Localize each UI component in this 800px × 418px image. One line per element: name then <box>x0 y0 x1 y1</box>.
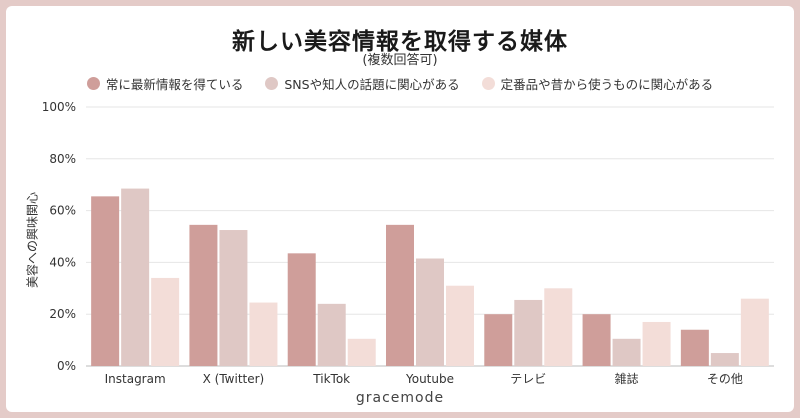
bar <box>219 230 248 366</box>
bar <box>121 188 150 366</box>
bar <box>386 224 414 366</box>
bar <box>416 258 444 366</box>
bar <box>582 314 611 366</box>
legend-swatch-series-2 <box>265 77 279 90</box>
chart-subtitle: (複数回答可) <box>362 53 438 68</box>
y-tick-label: 100% <box>42 100 76 114</box>
bar <box>91 196 120 366</box>
bar <box>710 353 739 366</box>
x-tick-label: X (Twitter) <box>203 372 265 386</box>
legend: 常に最新情報を得ている SNSや知人の話題に関心がある 定番品や昔から使うものに… <box>0 74 800 93</box>
footer-brand: gracemode <box>355 390 445 406</box>
x-tick-label: Instagram <box>105 372 166 386</box>
bar <box>484 314 513 366</box>
chart-title: 新しい美容情報を取得する媒体 <box>232 29 568 55</box>
bar <box>249 302 278 366</box>
bar <box>680 329 709 366</box>
bar <box>514 299 543 366</box>
x-tick-label: 雑誌 <box>615 371 639 386</box>
legend-swatch-series-1 <box>86 77 100 90</box>
bar <box>612 338 641 366</box>
y-tick-label: 0% <box>57 359 76 373</box>
x-tick-label: その他 <box>707 372 743 386</box>
legend-label-series-3: 定番品や昔から使うものに関心がある <box>500 77 714 92</box>
x-tick-label: テレビ <box>510 372 546 386</box>
legend-label-series-2: SNSや知人の話題に関心がある <box>284 77 460 92</box>
y-tick-label: 60% <box>49 204 76 218</box>
legend-swatch-series-3 <box>481 77 495 90</box>
bar <box>642 321 671 366</box>
y-tick-label: 20% <box>49 307 76 321</box>
bar <box>544 288 573 366</box>
bar <box>287 253 316 366</box>
bar <box>317 303 346 366</box>
bar <box>151 277 180 366</box>
y-tick-label: 80% <box>49 152 76 166</box>
legend-item-series-2: SNSや知人の話題に関心がある <box>265 74 460 93</box>
bar <box>446 285 474 366</box>
bar <box>189 224 218 366</box>
x-tick-label: Youtube <box>405 372 454 386</box>
legend-item-series-3: 定番品や昔から使うものに関心がある <box>481 74 714 93</box>
x-tick-label: TikTok <box>312 372 350 386</box>
bar <box>347 338 376 366</box>
y-tick-label: 40% <box>49 255 76 269</box>
bar <box>740 298 769 366</box>
legend-item-series-1: 常に最新情報を得ている <box>86 74 244 93</box>
legend-label-series-1: 常に最新情報を得ている <box>105 77 244 92</box>
